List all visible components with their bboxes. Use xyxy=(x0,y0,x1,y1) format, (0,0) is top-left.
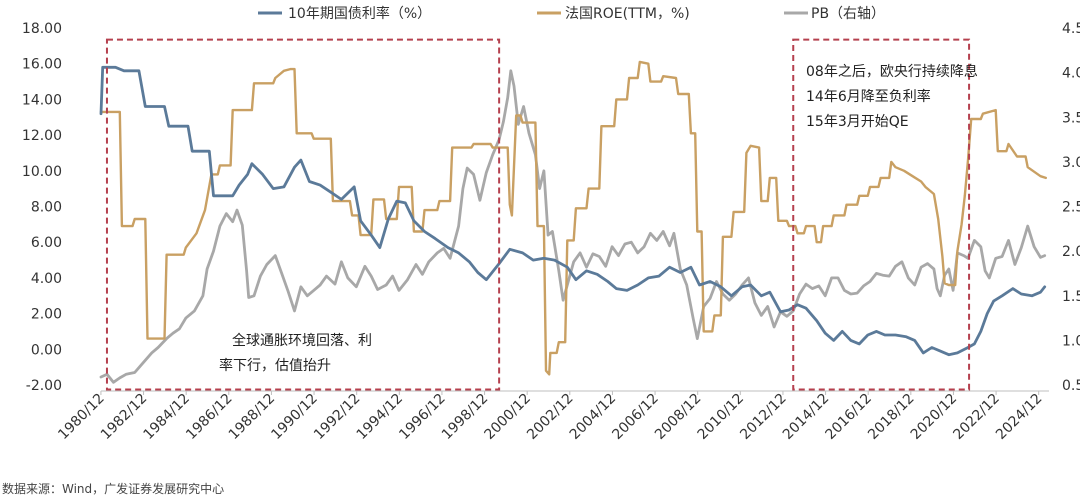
legend: 10年期国债利率（%） 法国ROE(TTM，%) PB（右轴） xyxy=(258,5,885,22)
annotation-box-box2 xyxy=(792,38,971,391)
x-tick-label: 1980/12 xyxy=(55,391,107,443)
x-tick-label: 2014/12 xyxy=(780,391,832,443)
series-line-2 xyxy=(99,69,1047,384)
x-tick-label: 1990/12 xyxy=(268,391,320,443)
y-left-tick-label: 0.00 xyxy=(31,342,62,358)
y-right-tick-label: 3.0 xyxy=(1062,155,1080,171)
x-tick-label: 2008/12 xyxy=(652,391,704,443)
x-tick-label: 1988/12 xyxy=(226,391,278,443)
y-left-tick-label: 4.00 xyxy=(31,271,62,287)
y-left-tick-label: 10.00 xyxy=(22,164,62,180)
annotation-text-box2: 15年3月开始QE xyxy=(806,114,909,130)
x-tick-label: 2004/12 xyxy=(567,391,619,443)
x-tick-label: 2006/12 xyxy=(609,391,661,443)
y-right-tick-label: 4.0 xyxy=(1062,66,1080,82)
x-tick-label: 2002/12 xyxy=(524,391,576,443)
x-tick-label: 2012/12 xyxy=(737,391,789,443)
legend-label-2: PB（右轴） xyxy=(811,6,885,22)
y-left-tick-label: 14.00 xyxy=(22,92,62,108)
y-left-tick-label: 18.00 xyxy=(22,21,62,37)
y-right-tick-label: 3.5 xyxy=(1062,110,1080,126)
x-tick-label: 2022/12 xyxy=(950,391,1002,443)
x-tick-label: 2016/12 xyxy=(823,391,875,443)
y-left-tick-label: 16.00 xyxy=(22,57,62,73)
y-left-tick-label: 2.00 xyxy=(31,307,62,323)
x-tick-label: 1982/12 xyxy=(98,391,150,443)
series-layer xyxy=(99,60,1047,384)
series-line-0 xyxy=(99,65,1047,357)
y-left-tick-label: 8.00 xyxy=(31,200,62,216)
y-right-tick-label: 1.0 xyxy=(1062,333,1080,349)
legend-label-1: 法国ROE(TTM，%) xyxy=(565,6,690,22)
x-tick-label: 2024/12 xyxy=(993,391,1045,443)
series-line-1 xyxy=(99,60,1047,376)
y-left-tick-label: -2.00 xyxy=(26,378,62,394)
x-tick-label: 2010/12 xyxy=(695,391,747,443)
y-right-tick-label: 2.0 xyxy=(1062,244,1080,260)
y-left-tick-label: 6.00 xyxy=(31,235,62,251)
source-note: 数据来源：Wind，广发证券发展研究中心 xyxy=(2,481,224,496)
x-tick-label: 2020/12 xyxy=(908,391,960,443)
annotation-text-box1: 率下行，估值抬升 xyxy=(219,357,331,374)
x-tick-label: 1994/12 xyxy=(354,391,406,443)
x-tick-label: 2018/12 xyxy=(865,391,917,443)
y-right-tick-label: 2.5 xyxy=(1062,200,1080,216)
legend-label-0: 10年期国债利率（%） xyxy=(288,5,431,22)
x-tick-label: 1992/12 xyxy=(311,391,363,443)
y-right-tick-label: 1.5 xyxy=(1062,289,1080,305)
annotation-text-box2: 14年6月降至负利率 xyxy=(806,88,931,105)
x-tick-label: 1984/12 xyxy=(141,391,193,443)
x-tick-label: 1986/12 xyxy=(183,391,235,443)
y-left-tick-label: 12.00 xyxy=(22,128,62,144)
x-tick-label: 1998/12 xyxy=(439,391,491,443)
annotation-text-box2: 08年之后，欧央行持续降息 xyxy=(806,63,978,80)
x-tick-label: 1996/12 xyxy=(396,391,448,443)
y-right-tick-label: 0.5 xyxy=(1062,378,1080,394)
annotation-text-box1: 全球通胀环境回落、利 xyxy=(232,332,372,349)
y-right-tick-label: 4.5 xyxy=(1062,21,1080,37)
x-tick-label: 2000/12 xyxy=(482,391,534,443)
